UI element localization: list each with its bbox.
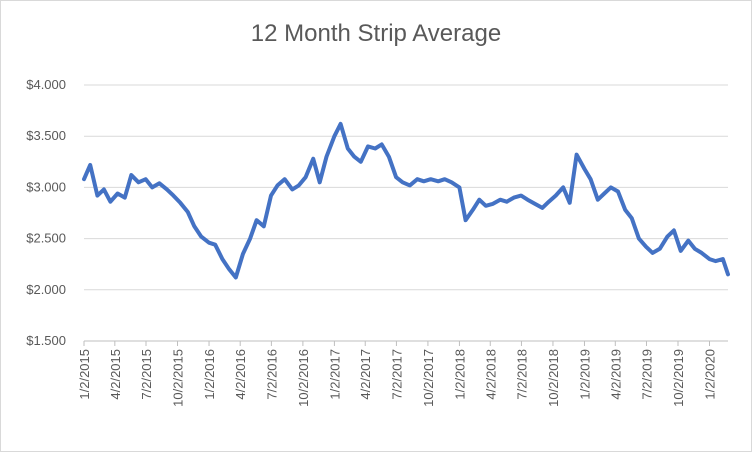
y-tick-label: $2.000	[26, 282, 66, 297]
x-tick-label: 1/2/2020	[703, 349, 718, 400]
x-tick-label: 10/2/2019	[671, 349, 686, 407]
x-tick-label: 1/2/2019	[577, 349, 592, 400]
y-tick-label: $1.500	[26, 333, 66, 348]
y-tick-label: $4.000	[26, 77, 66, 92]
x-tick-label: 7/2/2015	[139, 349, 154, 400]
series-line	[82, 121, 730, 280]
x-tick-label: 1/2/2015	[77, 349, 92, 400]
x-tick-label: 1/2/2018	[452, 349, 467, 400]
x-tick-label: 4/2/2018	[483, 349, 498, 400]
x-tick-label: 7/2/2019	[639, 349, 654, 400]
x-tick-label: 7/2/2018	[514, 349, 529, 400]
x-tick-label: 7/2/2017	[389, 349, 404, 400]
x-tick-label: 4/2/2015	[108, 349, 123, 400]
x-tick-label: 10/2/2016	[296, 349, 311, 407]
x-tick-label: 4/2/2017	[358, 349, 373, 400]
x-tick-label: 7/2/2016	[264, 349, 279, 400]
x-tick-label: 4/2/2019	[608, 349, 623, 400]
x-tick-label: 10/2/2017	[421, 349, 436, 407]
y-tick-label: $3.000	[26, 179, 66, 194]
y-tick-label: $3.500	[26, 128, 66, 143]
x-tick-label: 1/2/2017	[327, 349, 342, 400]
x-tick-label: 4/2/2016	[233, 349, 248, 400]
chart-title: 12 Month Strip Average	[250, 20, 502, 47]
y-tick-label: $2.500	[26, 231, 66, 246]
x-tick-label: 10/2/2018	[546, 349, 561, 407]
x-tick-label: 1/2/2016	[202, 349, 217, 400]
x-tick-label: 10/2/2015	[171, 349, 186, 407]
